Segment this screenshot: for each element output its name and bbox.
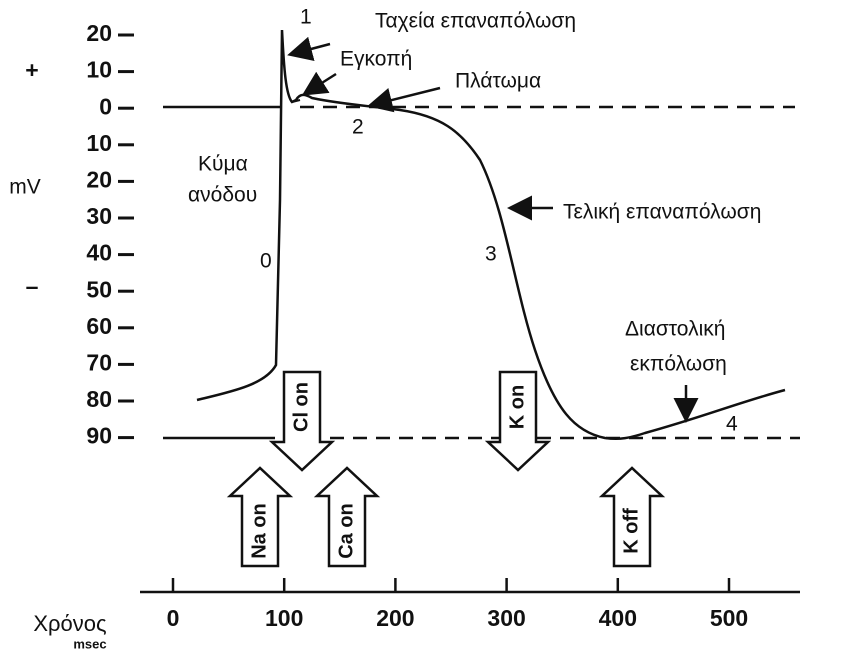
y-label: 70 — [86, 349, 112, 375]
annotation: Εγκοπή — [340, 48, 412, 71]
annotation: Διαστολική — [625, 318, 725, 341]
annotation: Πλάτωμα — [455, 70, 541, 93]
y-label: 0 — [99, 93, 112, 119]
phase-number: 2 — [352, 116, 364, 139]
action-potential-curve — [196, 29, 786, 441]
y-unit: mV — [9, 176, 41, 199]
y-label: 10 — [86, 57, 112, 83]
annotation: ανόδου — [188, 184, 257, 207]
annotation: Ταχεία επαναπόλωση — [375, 10, 576, 33]
plus-sign: + — [25, 57, 38, 83]
x-label: 500 — [710, 605, 748, 631]
phase-number: 0 — [260, 250, 272, 273]
annotation: Τελική επαναπόλωση — [563, 201, 761, 224]
y-label: 40 — [86, 240, 112, 266]
phase-number: 4 — [726, 413, 738, 436]
ion-arrow-label: Cl on — [290, 382, 312, 432]
phase-number: 1 — [300, 6, 312, 29]
x-label: 200 — [376, 605, 414, 631]
x-unit: msec — [73, 636, 106, 651]
x-title: Χρόνος — [33, 611, 106, 636]
y-label: 20 — [86, 166, 112, 192]
y-label: 20 — [86, 20, 112, 46]
y-label: 60 — [86, 313, 112, 339]
y-label: 10 — [86, 130, 112, 156]
ion-arrow-label: Ca on — [335, 503, 357, 559]
x-label: 0 — [167, 605, 180, 631]
baselines — [140, 105, 800, 594]
notch — [291, 99, 301, 103]
ion-arrow-label: K off — [620, 508, 642, 554]
phase-number: 3 — [485, 243, 497, 266]
y-label: 50 — [86, 276, 112, 302]
x-label: 100 — [265, 605, 303, 631]
annotation: Κύμα — [198, 153, 248, 176]
ion-arrow-label: K on — [506, 385, 528, 429]
ion-arrow — [598, 466, 666, 568]
ion-arrow — [268, 370, 336, 472]
annotation: εκπόλωση — [630, 353, 727, 376]
ion-arrow-label: Na on — [248, 503, 270, 559]
y-label: 90 — [86, 423, 112, 449]
pointer-arrows — [287, 36, 699, 423]
x-label: 300 — [487, 605, 525, 631]
y-label: 80 — [86, 386, 112, 412]
ion-arrow — [226, 466, 294, 568]
x-label: 400 — [599, 605, 637, 631]
minus-sign: – — [26, 273, 39, 299]
ion-arrow — [484, 370, 552, 472]
y-label: 30 — [86, 203, 112, 229]
ion-arrow — [313, 466, 381, 568]
